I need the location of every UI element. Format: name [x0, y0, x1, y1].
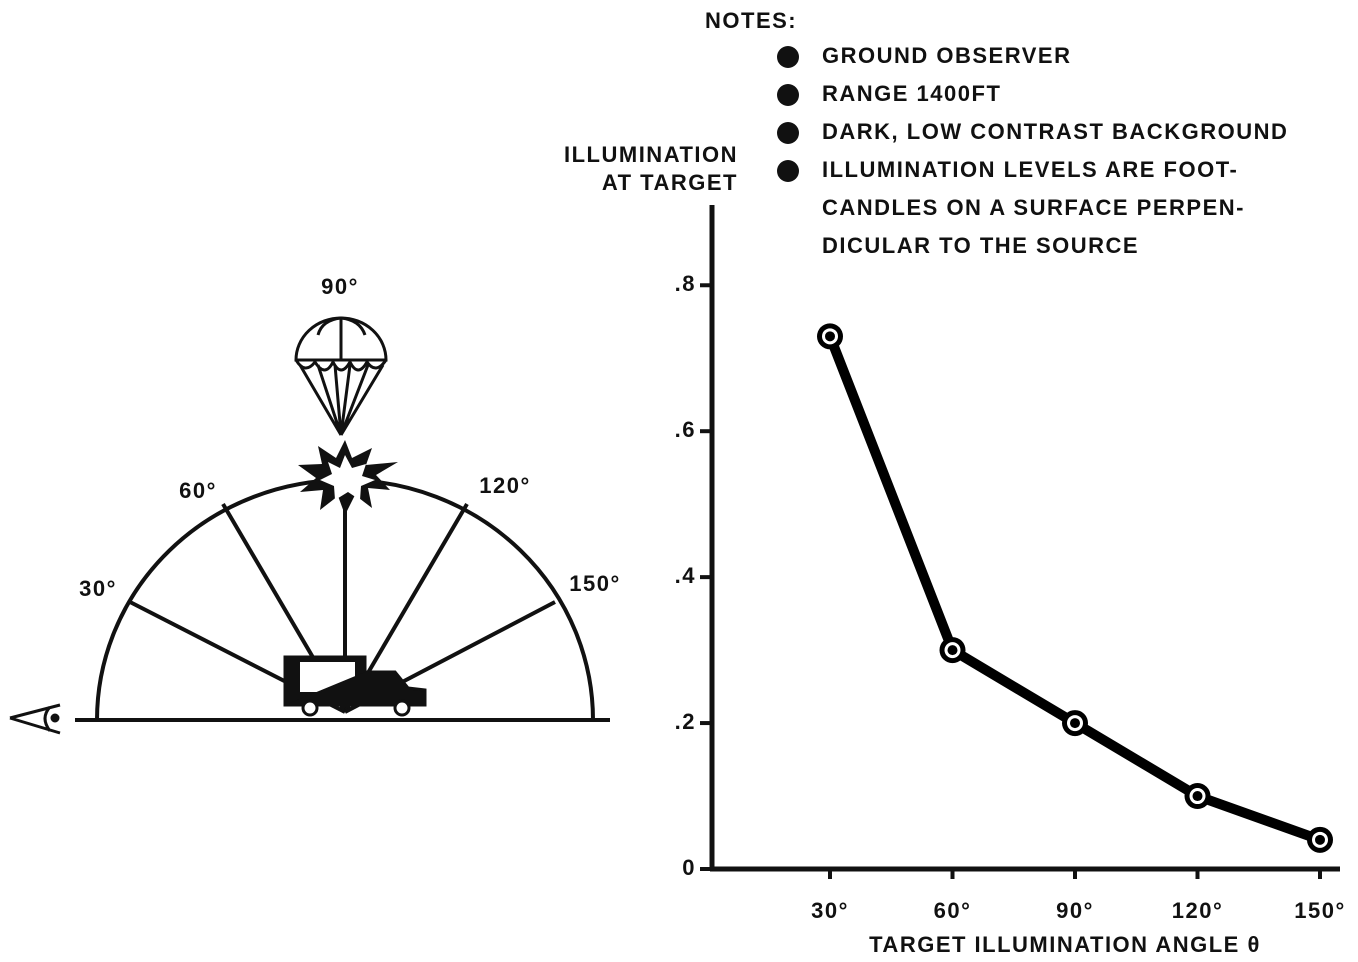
- note-text: DICULAR TO THE SOURCE: [822, 233, 1139, 258]
- x-tick-label: 120°: [1172, 898, 1224, 923]
- angle-label: 60°: [179, 478, 217, 503]
- note-text: ILLUMINATION LEVELS ARE FOOT-: [822, 157, 1238, 182]
- note-text: CANDLES ON A SURFACE PERPEN-: [822, 195, 1245, 220]
- marker-dot: [1070, 718, 1080, 729]
- y-axis-label: AT TARGET: [602, 170, 738, 195]
- marker-dot: [1192, 791, 1203, 802]
- note-text: DARK, LOW CONTRAST BACKGROUND: [822, 119, 1288, 144]
- angle-label: 120°: [479, 473, 531, 498]
- notes: GROUND OBSERVER RANGE 1400FT DARK, LOW CON…: [777, 43, 1288, 258]
- x-tick-label: 90°: [1056, 898, 1094, 923]
- note-bullet: [777, 46, 799, 68]
- y-tick-label: 0: [682, 855, 696, 880]
- angle-label: 30°: [79, 576, 117, 601]
- data-point: [939, 637, 966, 664]
- note-text: GROUND OBSERVER: [822, 43, 1071, 68]
- data-point: [817, 323, 843, 350]
- flare-core: [320, 455, 375, 500]
- angle-labels: 30° 60° 90° 120° 150°: [79, 274, 621, 601]
- y-tick-label: .6: [675, 417, 696, 442]
- angle-label: 150°: [569, 571, 621, 596]
- y-tick-label: .8: [675, 271, 696, 296]
- chart: ILLUMINATION AT TARGET TARGET ILLUMINATION…: [564, 142, 1346, 957]
- x-tick-label: 30°: [811, 898, 849, 923]
- diagram: [9, 316, 610, 735]
- note-bullet: [777, 160, 799, 182]
- data-point: [1184, 783, 1211, 810]
- data-line: [825, 334, 1322, 845]
- note-bullet: [777, 84, 799, 106]
- note-bullet: [777, 122, 799, 144]
- notes-title: NOTES:: [705, 8, 797, 33]
- data-point: [1062, 710, 1088, 737]
- parachute: [294, 316, 388, 436]
- marker-dot: [1315, 834, 1325, 845]
- y-tick-label: .2: [675, 709, 696, 734]
- y-tick-label: .4: [675, 563, 696, 588]
- x-tick-label: 150°: [1294, 898, 1346, 923]
- y-axis-label: ILLUMINATION: [564, 142, 738, 167]
- x-tick-label: 60°: [934, 898, 972, 923]
- note-text: RANGE 1400FT: [822, 81, 1001, 106]
- eye: [9, 703, 61, 735]
- marker-dot: [825, 331, 835, 342]
- x-axis-label: TARGET ILLUMINATION ANGLE θ: [869, 932, 1261, 957]
- data-point: [1307, 826, 1333, 853]
- marker-dot: [947, 645, 958, 656]
- angle-label: 90°: [321, 274, 359, 299]
- truck: [283, 655, 427, 717]
